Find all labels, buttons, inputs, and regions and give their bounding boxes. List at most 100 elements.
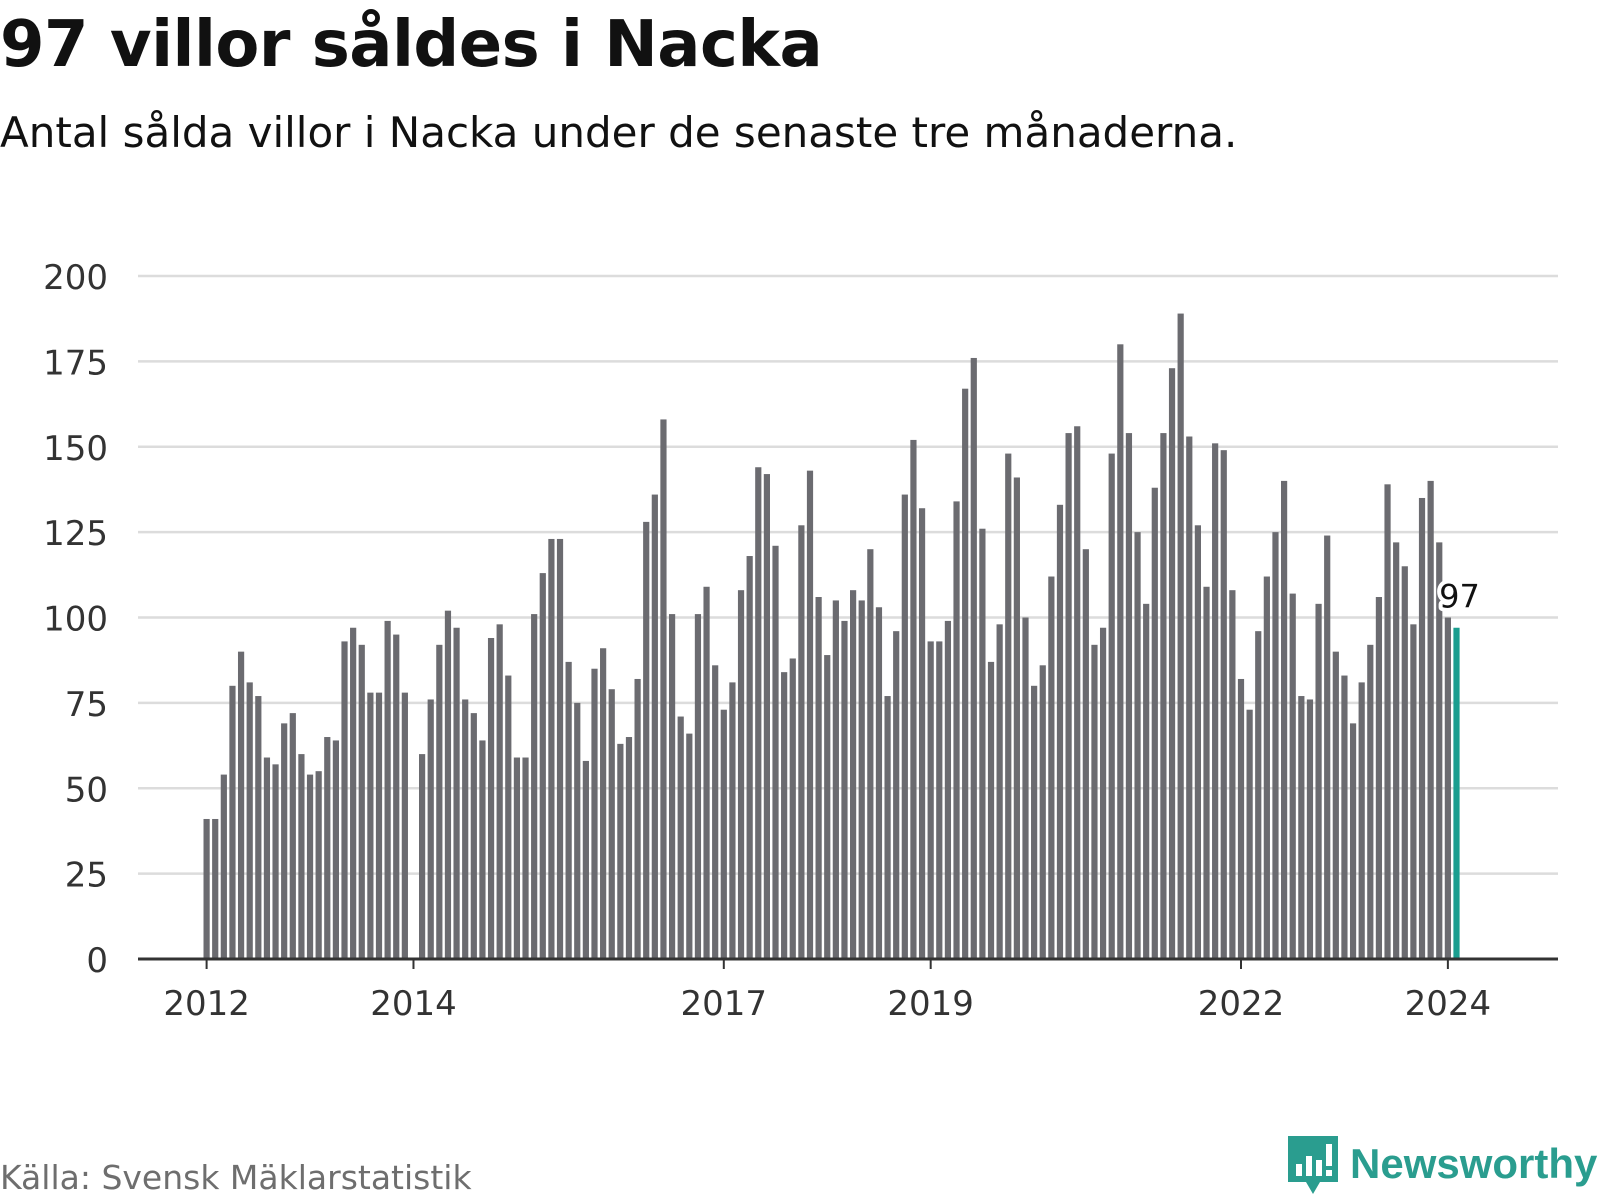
x-tick-label: 2014 xyxy=(370,984,457,1024)
bar xyxy=(513,757,521,959)
chart-title: 97 villor såldes i Nacka xyxy=(0,8,823,82)
bar xyxy=(289,713,296,959)
y-tick-label: 150 xyxy=(43,429,108,469)
bar xyxy=(1048,576,1055,959)
bar xyxy=(1039,665,1046,959)
bar xyxy=(453,627,460,959)
bar xyxy=(884,696,891,959)
x-tick-label: 2019 xyxy=(887,984,974,1024)
bar xyxy=(1220,450,1227,959)
bar xyxy=(1134,532,1141,959)
bar xyxy=(927,641,934,959)
bar xyxy=(660,419,667,959)
bar xyxy=(324,737,331,959)
bar xyxy=(419,754,426,959)
bar xyxy=(1056,504,1064,959)
bar xyxy=(936,641,943,959)
bar xyxy=(763,474,770,959)
data-labels: 97 xyxy=(1435,574,1484,620)
bar xyxy=(246,682,253,959)
bar xyxy=(522,757,529,959)
highlight-bar xyxy=(1453,627,1460,959)
bar xyxy=(686,733,693,959)
bars xyxy=(203,313,1460,960)
bar xyxy=(281,723,288,959)
bar xyxy=(1237,678,1245,959)
bar xyxy=(1298,696,1305,959)
bar xyxy=(668,614,676,959)
bar xyxy=(1186,436,1193,959)
bar xyxy=(315,771,322,959)
y-tick-label: 175 xyxy=(43,343,108,383)
bar xyxy=(1427,480,1434,959)
bar xyxy=(1384,484,1391,959)
bar xyxy=(1349,723,1357,959)
x-axis-ticks: 2012 2014 2017 2019 2022 2024 xyxy=(163,959,1491,1024)
bar xyxy=(427,699,434,959)
x-tick-label: 2022 xyxy=(1198,984,1285,1024)
bar xyxy=(815,597,822,959)
bar xyxy=(263,757,271,959)
y-tick-label: 50 xyxy=(65,770,108,810)
bar xyxy=(1263,576,1270,959)
bar xyxy=(1436,542,1443,959)
newsworthy-logo-icon xyxy=(1288,1136,1338,1194)
bar xyxy=(384,620,391,959)
bar xyxy=(1255,631,1262,959)
bar xyxy=(1013,477,1020,959)
chart-subtitle: Antal sålda villor i Nacka under de sena… xyxy=(0,108,1238,157)
bar xyxy=(470,713,477,959)
bar xyxy=(806,470,814,959)
bar xyxy=(1074,426,1081,959)
y-tick-label: 125 xyxy=(43,514,108,554)
bar xyxy=(487,637,495,959)
bar xyxy=(625,737,633,959)
bar xyxy=(1229,590,1236,959)
brand-name: Newsworthy xyxy=(1350,1140,1598,1187)
bar xyxy=(944,620,952,959)
bar xyxy=(1022,617,1029,959)
bar xyxy=(962,388,969,959)
bar xyxy=(1401,566,1408,959)
bar xyxy=(953,501,960,959)
bar xyxy=(867,549,874,959)
bar xyxy=(539,573,546,959)
bar xyxy=(1393,542,1400,959)
source-note: Källa: Svensk Mäklarstatistik xyxy=(0,1158,472,1197)
bar xyxy=(893,631,900,959)
bar xyxy=(901,494,908,959)
bar xyxy=(703,586,710,959)
bar xyxy=(212,818,219,959)
bar xyxy=(746,556,753,959)
bar xyxy=(643,521,650,959)
bar xyxy=(358,644,365,959)
bar xyxy=(1410,624,1417,959)
bar xyxy=(996,624,1003,959)
bar xyxy=(462,699,469,959)
bar xyxy=(1324,535,1331,959)
bar xyxy=(841,620,848,959)
bar xyxy=(531,614,538,959)
bar xyxy=(1358,682,1365,959)
bar xyxy=(574,702,581,959)
bar xyxy=(401,692,408,959)
bar xyxy=(1332,651,1339,959)
bar xyxy=(393,634,400,959)
x-tick-label: 2012 xyxy=(163,984,250,1024)
bar xyxy=(970,357,977,960)
bar xyxy=(1082,549,1089,959)
bar xyxy=(1117,344,1124,959)
bar xyxy=(1091,644,1098,959)
bar xyxy=(548,538,555,959)
bar xyxy=(1246,709,1253,959)
bar xyxy=(582,760,589,959)
bar xyxy=(1315,603,1322,959)
bar xyxy=(651,494,658,959)
bar xyxy=(824,655,831,959)
bar xyxy=(608,689,615,959)
bar xyxy=(850,590,857,959)
bar xyxy=(737,590,745,959)
bar xyxy=(987,661,995,959)
bar xyxy=(694,614,702,959)
